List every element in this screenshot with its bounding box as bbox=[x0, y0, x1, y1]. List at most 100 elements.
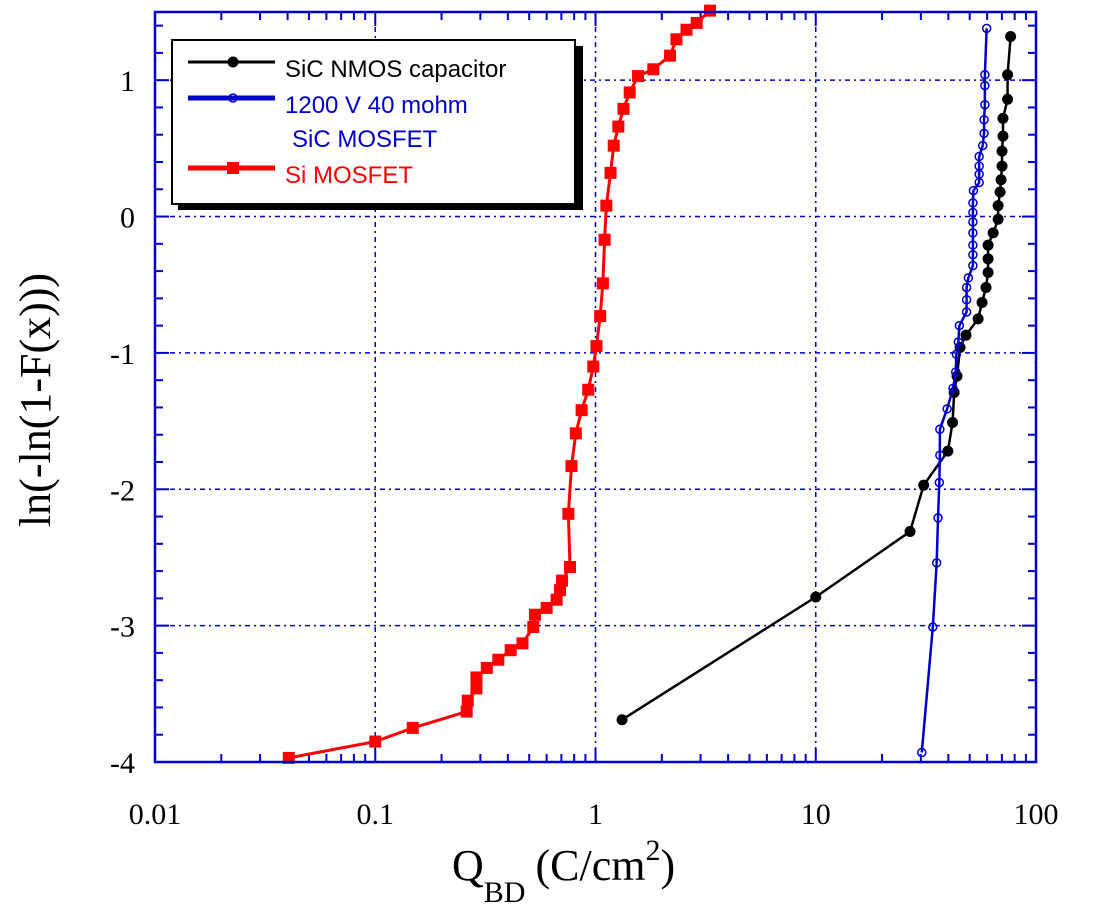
legend: SiC NMOS capacitor 1200 V 40 mohm SiC MO… bbox=[171, 39, 583, 210]
data-point-dot bbox=[976, 296, 988, 308]
data-point-circle bbox=[942, 404, 952, 414]
series-layer bbox=[282, 4, 1017, 764]
x-axis-title-close: ) bbox=[660, 841, 675, 890]
data-point-circle bbox=[951, 349, 962, 360]
x-tick-label: 0.01 bbox=[129, 798, 182, 831]
data-point-circle bbox=[977, 140, 988, 151]
data-point-square bbox=[492, 653, 505, 666]
legend-label-sic-mosfet-line2: SiC MOSFET bbox=[292, 126, 438, 153]
data-point-square bbox=[470, 682, 483, 695]
y-tick-label: -3 bbox=[110, 611, 135, 644]
data-point-circle bbox=[954, 320, 965, 331]
series-line bbox=[621, 36, 1012, 721]
x-tick-label: 10 bbox=[801, 798, 831, 831]
y-tick-label: -2 bbox=[110, 474, 135, 507]
data-point-square bbox=[623, 86, 636, 99]
data-point-circle bbox=[980, 69, 990, 80]
data-point-square bbox=[587, 360, 600, 373]
data-point-dot bbox=[227, 56, 239, 68]
data-point-circle bbox=[948, 383, 958, 394]
data-point-square bbox=[670, 33, 683, 46]
data-point-square bbox=[527, 621, 540, 633]
data-point-circle bbox=[981, 23, 992, 34]
x-axis-title: QBD (C/cm2) bbox=[452, 834, 675, 909]
data-point-square bbox=[604, 166, 617, 179]
data-point-dot bbox=[997, 112, 1009, 124]
data-point-square bbox=[504, 644, 517, 657]
data-point-circle bbox=[931, 558, 942, 568]
data-point-square bbox=[690, 16, 703, 29]
data-point-dot bbox=[810, 591, 822, 603]
data-point-square bbox=[516, 637, 529, 650]
data-point-square bbox=[556, 574, 569, 587]
data-point-circle bbox=[979, 128, 989, 139]
data-point-square bbox=[565, 460, 578, 473]
legend-label-si-mosfet: Si MOSFET bbox=[285, 162, 413, 189]
plot-frame bbox=[153, 10, 1038, 764]
data-point-square bbox=[598, 233, 611, 246]
data-point-dot bbox=[616, 714, 628, 726]
data-point-dot bbox=[996, 145, 1008, 157]
data-point-square bbox=[554, 584, 567, 597]
data-point-dot bbox=[947, 416, 959, 428]
y-tick-label: -4 bbox=[110, 747, 135, 780]
data-point-circle bbox=[968, 260, 978, 271]
data-point-square bbox=[664, 49, 677, 62]
data-point-circle bbox=[968, 249, 978, 260]
data-point-square bbox=[703, 4, 716, 17]
data-point-square bbox=[607, 139, 620, 152]
data-point-dot bbox=[995, 174, 1007, 186]
data-point-dot bbox=[987, 227, 999, 239]
legend-label-sic-nmos: SiC NMOS capacitor bbox=[285, 56, 506, 83]
data-point-circle bbox=[934, 477, 945, 488]
data-point-dot bbox=[996, 160, 1008, 172]
data-point-dot bbox=[942, 445, 954, 457]
data-point-circle bbox=[935, 450, 945, 460]
data-point-circle bbox=[974, 151, 984, 162]
data-point-square bbox=[575, 404, 588, 417]
data-point-square bbox=[680, 23, 693, 36]
y-axis-title: ln(-ln(1-F(x))) bbox=[11, 273, 60, 527]
y-tick-label: 0 bbox=[120, 202, 135, 235]
data-point-dot bbox=[972, 313, 984, 325]
data-point-square bbox=[594, 310, 607, 323]
y-tick-label: -1 bbox=[110, 338, 135, 371]
data-point-square bbox=[461, 694, 474, 707]
data-point-square bbox=[470, 671, 483, 684]
data-point-square bbox=[582, 383, 595, 396]
data-point-circle bbox=[963, 273, 974, 283]
data-point-circle bbox=[961, 307, 972, 317]
x-tick-label: 0.1 bbox=[357, 798, 395, 831]
data-point-dot bbox=[904, 526, 916, 538]
data-point-circle bbox=[980, 80, 990, 91]
data-point-circle bbox=[933, 513, 943, 523]
data-point-square bbox=[406, 721, 419, 734]
x-tick-label: 100 bbox=[1014, 798, 1059, 831]
data-point-square bbox=[569, 427, 582, 440]
data-point-square bbox=[540, 601, 553, 614]
x-axis-title-sub: BD bbox=[484, 876, 526, 909]
data-point-circle bbox=[968, 217, 978, 227]
data-point-square bbox=[562, 507, 575, 520]
series-2 bbox=[282, 4, 716, 764]
data-point-circle bbox=[974, 161, 984, 171]
data-point-dot bbox=[1005, 31, 1017, 43]
data-point-square bbox=[480, 661, 493, 674]
data-point-circle bbox=[228, 93, 238, 103]
x-tick-label: 1 bbox=[588, 798, 603, 831]
data-point-square bbox=[564, 561, 577, 573]
data-point-dot bbox=[1002, 69, 1014, 81]
data-point-circle bbox=[968, 198, 978, 208]
data-point-circle bbox=[928, 622, 938, 632]
data-point-square bbox=[460, 705, 473, 718]
data-point-square bbox=[550, 593, 563, 606]
data-point-circle bbox=[980, 99, 990, 110]
data-point-square bbox=[647, 63, 660, 76]
data-point-square bbox=[600, 199, 613, 212]
data-point-square bbox=[590, 340, 603, 353]
data-point-circle bbox=[917, 747, 927, 758]
axis-ticks bbox=[154, 12, 1037, 763]
data-point-square bbox=[612, 120, 625, 133]
data-point-square bbox=[617, 102, 630, 115]
